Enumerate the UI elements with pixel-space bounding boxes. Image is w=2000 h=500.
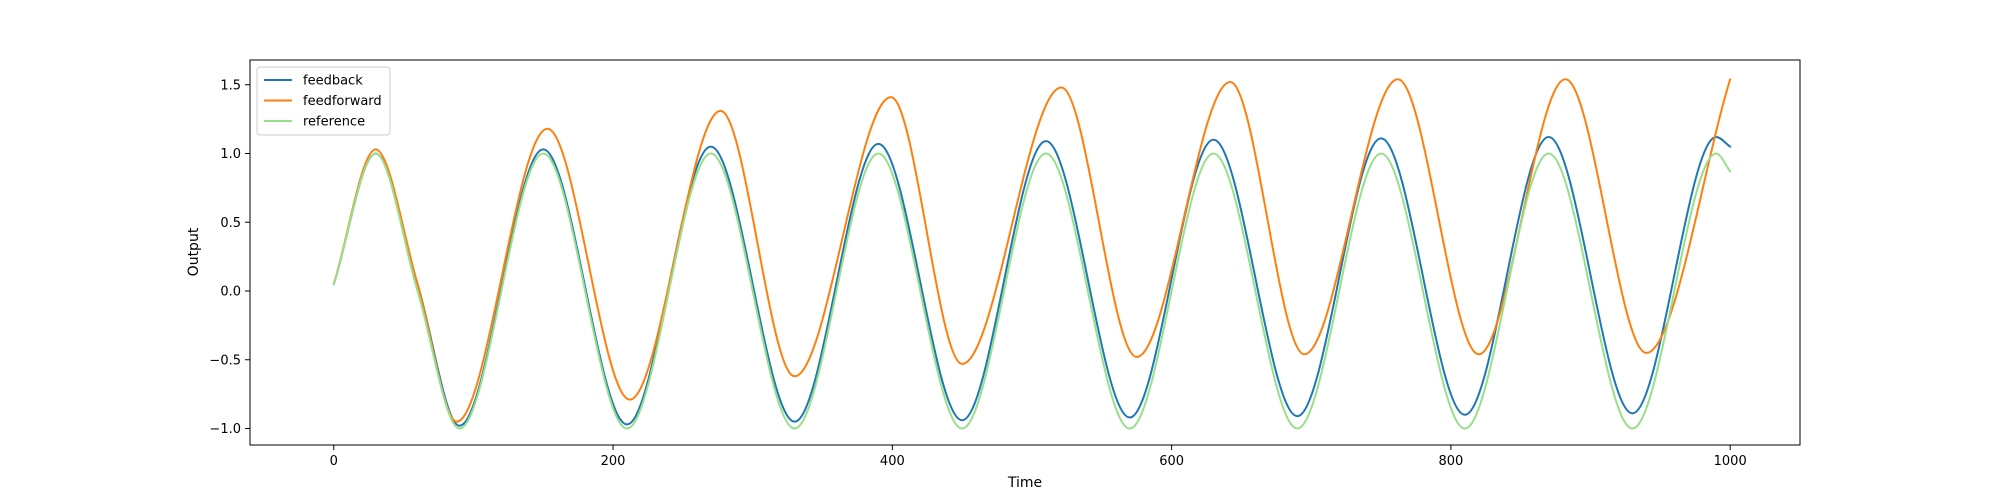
x-tick-label: 200 [601, 454, 626, 469]
series-layer [332, 78, 1732, 430]
series-line-feedforward [332, 78, 1732, 423]
x-tick-label: 800 [1438, 454, 1463, 469]
plot-frame [249, 59, 1801, 446]
y-tick-label: 0.0 [220, 285, 241, 300]
x-axis-ticks: 0 200 400 600 800 1000 [330, 445, 1747, 469]
y-tick-label: 0.5 [220, 216, 241, 231]
y-tick-label: −1.0 [209, 422, 241, 437]
legend-label-feedforward: feedforward [303, 94, 382, 109]
x-tick-label: 400 [880, 454, 905, 469]
legend-label-feedback: feedback [303, 74, 363, 89]
x-tick-label: 600 [1159, 454, 1184, 469]
x-tick-label: 1000 [1714, 454, 1747, 469]
y-tick-label: 1.0 [220, 147, 241, 162]
y-tick-label: −0.5 [209, 353, 241, 368]
legend-label-reference: reference [303, 115, 365, 130]
legend-box [256, 66, 391, 136]
y-axis-ticks: −1.0 −0.5 0.0 0.5 1.0 1.5 [209, 78, 250, 437]
x-axis-label: Time [1007, 475, 1042, 491]
x-tick-label: 0 [330, 454, 338, 469]
legend: feedback feedforward reference [256, 66, 391, 136]
y-axis-label: Output [186, 227, 202, 276]
legend-items: feedback feedforward reference [264, 74, 382, 130]
y-tick-label: 1.5 [220, 78, 241, 93]
series-line-feedback [332, 136, 1732, 427]
series-line-reference [332, 152, 1732, 430]
